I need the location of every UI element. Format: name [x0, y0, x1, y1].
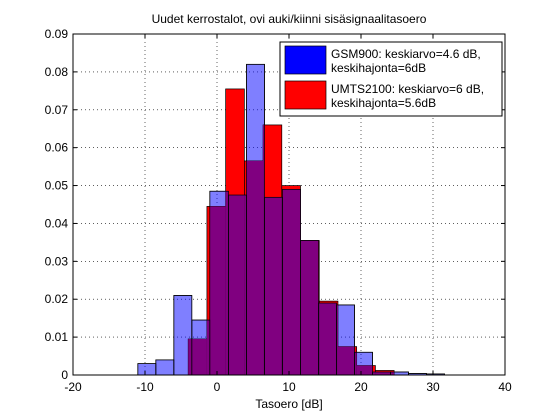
x-tick-label: 10 [282, 380, 296, 394]
overlap-bar [281, 197, 283, 375]
overlap-bar [356, 365, 373, 375]
gsm900-bar [137, 363, 157, 376]
y-tick-label: 0.01 [45, 330, 69, 344]
overlap-bar [263, 124, 265, 375]
y-tick-label: 0.07 [45, 103, 69, 117]
x-tick-label: 30 [426, 380, 440, 394]
y-tick-label: 0.05 [45, 179, 69, 193]
y-tick-label: 0 [61, 368, 68, 382]
x-axis-label: Tasoero [dB] [255, 397, 322, 411]
overlap-bar [337, 346, 355, 375]
legend-label: keskihajonta=5.6dB [331, 96, 436, 110]
y-tick-label: 0.06 [45, 141, 69, 155]
legend-items: GSM900: keskiarvo=4.6 dB,keskihajonta=6d… [284, 45, 484, 110]
legend-swatch [284, 45, 327, 75]
legend: GSM900: keskiarvo=4.6 dB,keskihajonta=6d… [279, 41, 503, 117]
overlap-bar [246, 160, 264, 375]
axis-ticks [72, 33, 506, 376]
y-tick-label: 0.08 [45, 65, 69, 79]
overlap-bar [354, 352, 357, 375]
overlap-bar [336, 304, 338, 375]
legend-label: UMTS2100: keskiarvo=6 dB, [331, 82, 484, 96]
y-tick-label: 0.09 [45, 27, 69, 41]
overlap-bars [137, 63, 445, 376]
overlap-bar [300, 240, 319, 375]
x-tick-label: 40 [498, 380, 512, 394]
overlap-bar [228, 195, 245, 375]
overlap-bar [318, 303, 320, 375]
overlap-bar [244, 195, 247, 375]
overlap-bar [209, 206, 226, 375]
x-tick-label: 0 [214, 380, 221, 394]
legend-label: GSM900: keskiarvo=4.6 dB, [331, 47, 481, 61]
y-tick-label: 0.04 [45, 216, 69, 230]
overlap-bar [319, 303, 337, 375]
overlap-bar [264, 197, 282, 375]
overlap-bar [372, 371, 376, 375]
overlap-bar [188, 339, 192, 375]
x-tick-label: -10 [136, 380, 154, 394]
x-tick-labels: -20 -10 0 10 20 30 40 [64, 380, 512, 394]
y-tick-label: 0.02 [45, 292, 69, 306]
overlap-bar [390, 371, 395, 375]
y-tick-label: 0.03 [45, 254, 69, 268]
overlap-bar [282, 189, 301, 375]
overlap-bar [225, 191, 229, 375]
x-tick-label: 20 [354, 380, 368, 394]
legend-swatch [284, 80, 327, 110]
gsm900-bar [155, 359, 175, 376]
legend-label: keskihajonta=6dB [331, 61, 426, 75]
y-tick-labels: 0 0.01 0.02 0.03 0.04 0.05 0.06 0.07 0.08 0.09 [45, 27, 69, 382]
chart-title: Uudet kerrostalot, ovi auki/kiinni sisäs… [152, 12, 427, 26]
x-tick-label: -20 [64, 380, 82, 394]
overlap-bar [375, 371, 391, 375]
overlap-bar [191, 339, 207, 375]
overlap-bar [206, 320, 210, 375]
